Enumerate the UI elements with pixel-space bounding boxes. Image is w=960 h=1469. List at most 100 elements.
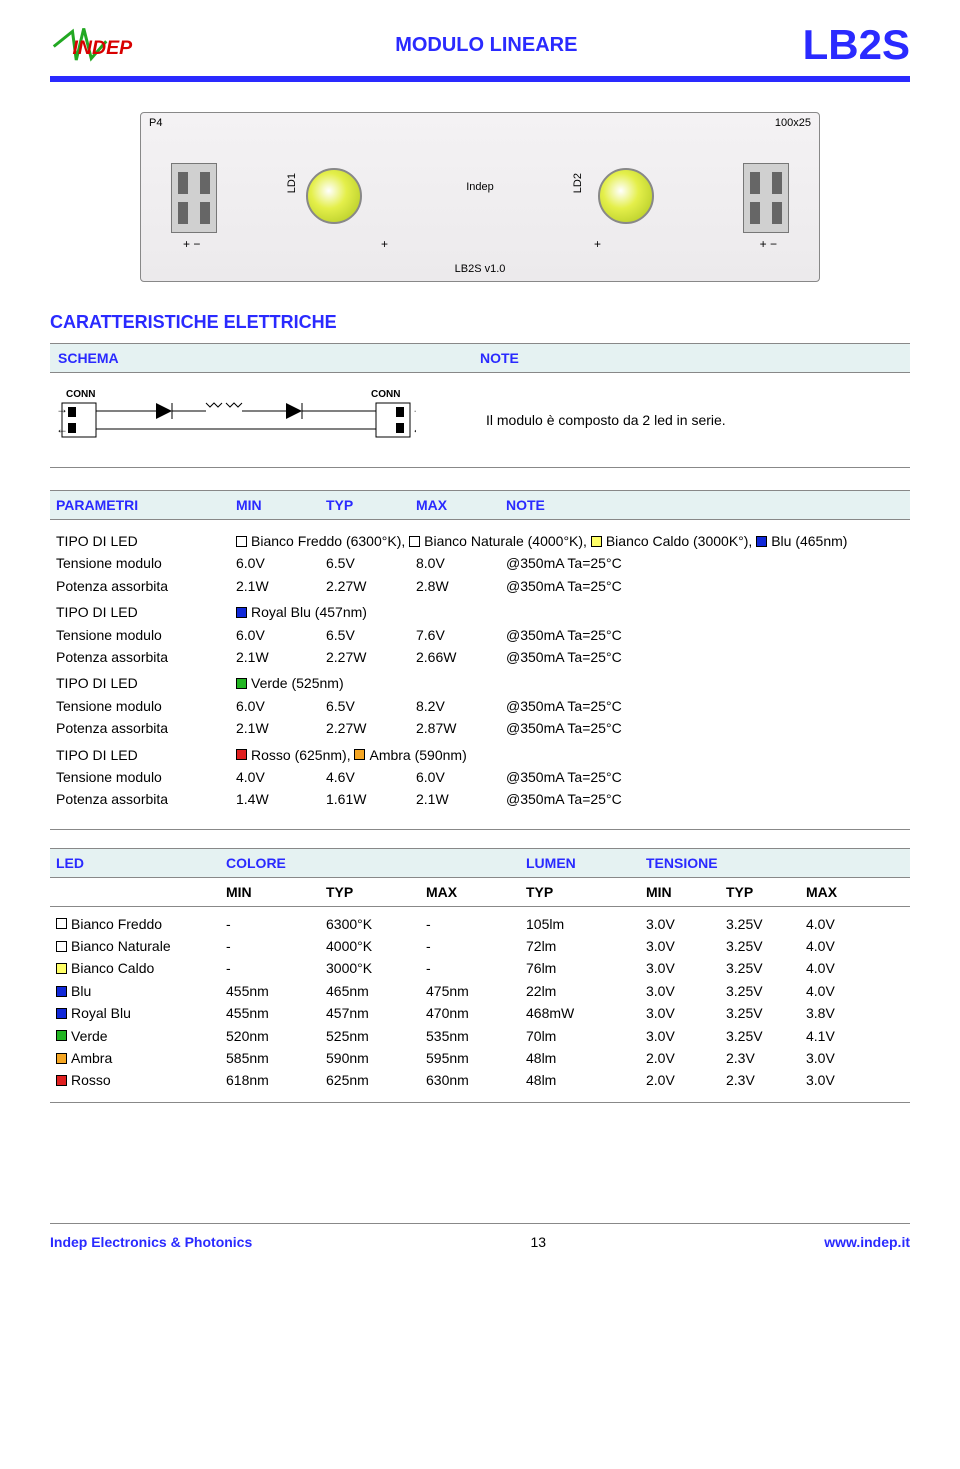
param-name: Tensione modulo xyxy=(56,766,236,788)
led-col-max: 630nm xyxy=(426,1069,526,1091)
param-note: @350mA Ta=25°C xyxy=(506,788,904,810)
led-col-min: 455nm xyxy=(226,1002,326,1024)
tipo-di-led-chips: Bianco Freddo (6300°K), Bianco Naturale … xyxy=(236,530,904,552)
tipo-di-led-label: TIPO DI LED xyxy=(56,744,236,766)
led-name: Bianco Caldo xyxy=(56,957,226,979)
led-col-min: 618nm xyxy=(226,1069,326,1091)
swatch-bn-icon xyxy=(56,941,67,952)
schema-note-header: SCHEMA NOTE xyxy=(50,343,910,373)
param-group: TIPO DI LED Verde (525nm) Tensione modul… xyxy=(56,672,904,739)
led-lumen-typ: 468mW xyxy=(526,1002,646,1024)
led-name: Ambra xyxy=(56,1047,226,1069)
led-v-typ: 3.25V xyxy=(726,1025,806,1047)
param-typ: 1.61W xyxy=(326,788,416,810)
chip-text: Bianco Naturale (4000°K), xyxy=(424,533,587,549)
led-col-max: 595nm xyxy=(426,1047,526,1069)
led-col-max: 475nm xyxy=(426,980,526,1002)
param-note: @350mA Ta=25°C xyxy=(506,646,904,668)
led-v-max: 4.0V xyxy=(806,957,886,979)
led-v-min: 3.0V xyxy=(646,913,726,935)
led-lumen-typ: 72lm xyxy=(526,935,646,957)
swatch-bc-icon xyxy=(56,963,67,974)
polarity-c2: + xyxy=(594,237,601,251)
chip-text: Blu (465nm) xyxy=(771,533,847,549)
swatch-rosso-icon xyxy=(56,1075,67,1086)
th-lumen: LUMEN xyxy=(526,855,646,871)
note-text: Il modulo è composto da 2 led in serie. xyxy=(486,412,726,428)
led-col-typ: 6300°K xyxy=(326,913,426,935)
connector-left-icon xyxy=(171,163,217,233)
param-group: TIPO DI LED Royal Blu (457nm) Tensione m… xyxy=(56,601,904,668)
schema-note-row: CONN CONN →← →← Il xyxy=(50,373,910,468)
led-v-min: 3.0V xyxy=(646,957,726,979)
led-v-min: 3.0V xyxy=(646,1025,726,1047)
param-name: Potenza assorbita xyxy=(56,788,236,810)
param-min: 2.1W xyxy=(236,646,326,668)
led-col-max: - xyxy=(426,957,526,979)
led1-icon xyxy=(306,168,362,224)
th-note: NOTE xyxy=(506,497,904,513)
param-typ: 2.27W xyxy=(326,646,416,668)
footer-url: www.indep.it xyxy=(824,1234,910,1250)
led-v-min: 2.0V xyxy=(646,1069,726,1091)
svg-text:CONN: CONN xyxy=(371,389,400,400)
tipo-di-led-chips: Royal Blu (457nm) xyxy=(236,601,904,623)
param-typ: 4.6V xyxy=(326,766,416,788)
led-v-max: 4.0V xyxy=(806,935,886,957)
led-col-typ: 457nm xyxy=(326,1002,426,1024)
swatch-bc-icon xyxy=(591,536,602,547)
footer-company: Indep Electronics & Photonics xyxy=(50,1234,252,1250)
led-v-typ: 3.25V xyxy=(726,980,806,1002)
led-row: Ambra 585nm 590nm 595nm 48lm 2.0V 2.3V 3… xyxy=(56,1047,904,1069)
led-row: Bianco Naturale - 4000°K - 72lm 3.0V 3.2… xyxy=(56,935,904,957)
swatch-rosso-icon xyxy=(236,749,247,760)
param-max: 2.66W xyxy=(416,646,506,668)
param-row: Tensione modulo 4.0V 4.6V 6.0V @350mA Ta… xyxy=(56,766,904,788)
led-name: Royal Blu xyxy=(56,1002,226,1024)
param-note: @350mA Ta=25°C xyxy=(506,717,904,739)
swatch-bf-icon xyxy=(236,536,247,547)
svg-text:→: → xyxy=(412,402,416,416)
led-name: Verde xyxy=(56,1025,226,1047)
led-col-typ: 4000°K xyxy=(326,935,426,957)
led-col-max: - xyxy=(426,913,526,935)
led-v-max: 3.0V xyxy=(806,1047,886,1069)
th-parametri: PARAMETRI xyxy=(56,497,236,513)
led-row: Royal Blu 455nm 457nm 470nm 468mW 3.0V 3… xyxy=(56,1002,904,1024)
led-lumen-typ: 48lm xyxy=(526,1069,646,1091)
param-typ: 6.5V xyxy=(326,552,416,574)
tipo-di-led-row: TIPO DI LED Royal Blu (457nm) xyxy=(56,601,904,623)
param-max: 2.8W xyxy=(416,575,506,597)
param-name: Potenza assorbita xyxy=(56,575,236,597)
led-col-min: - xyxy=(226,935,326,957)
led-col-typ: 525nm xyxy=(326,1025,426,1047)
led-lumen-typ: 48lm xyxy=(526,1047,646,1069)
chip-text: Royal Blu (457nm) xyxy=(251,604,367,620)
param-typ: 6.5V xyxy=(326,624,416,646)
led-col-min: 585nm xyxy=(226,1047,326,1069)
param-min: 6.0V xyxy=(236,624,326,646)
led-col-min: 520nm xyxy=(226,1025,326,1047)
param-min: 6.0V xyxy=(236,695,326,717)
param-min: 2.1W xyxy=(236,717,326,739)
parametri-header: PARAMETRI MIN TYP MAX NOTE xyxy=(50,490,910,520)
led-v-typ: 3.25V xyxy=(726,913,806,935)
parametri-body: TIPO DI LED Bianco Freddo (6300°K), Bian… xyxy=(50,520,910,830)
swatch-blu-icon xyxy=(756,536,767,547)
chip-text: Verde (525nm) xyxy=(251,675,344,691)
param-row: Tensione modulo 6.0V 6.5V 8.0V @350mA Ta… xyxy=(56,552,904,574)
led-v-typ: 2.3V xyxy=(726,1047,806,1069)
param-max: 6.0V xyxy=(416,766,506,788)
param-typ: 2.27W xyxy=(326,717,416,739)
param-typ: 6.5V xyxy=(326,695,416,717)
led-v-max: 3.8V xyxy=(806,1002,886,1024)
param-row: Potenza assorbita 1.4W 1.61W 2.1W @350mA… xyxy=(56,788,904,810)
param-note: @350mA Ta=25°C xyxy=(506,624,904,646)
led-col-typ: 3000°K xyxy=(326,957,426,979)
param-min: 4.0V xyxy=(236,766,326,788)
pcb-label-brand: Indep xyxy=(466,181,494,193)
led-v-max: 4.1V xyxy=(806,1025,886,1047)
param-row: Tensione modulo 6.0V 6.5V 8.2V @350mA Ta… xyxy=(56,695,904,717)
swatch-rb-icon xyxy=(56,1008,67,1019)
th-colore: COLORE xyxy=(226,855,526,871)
